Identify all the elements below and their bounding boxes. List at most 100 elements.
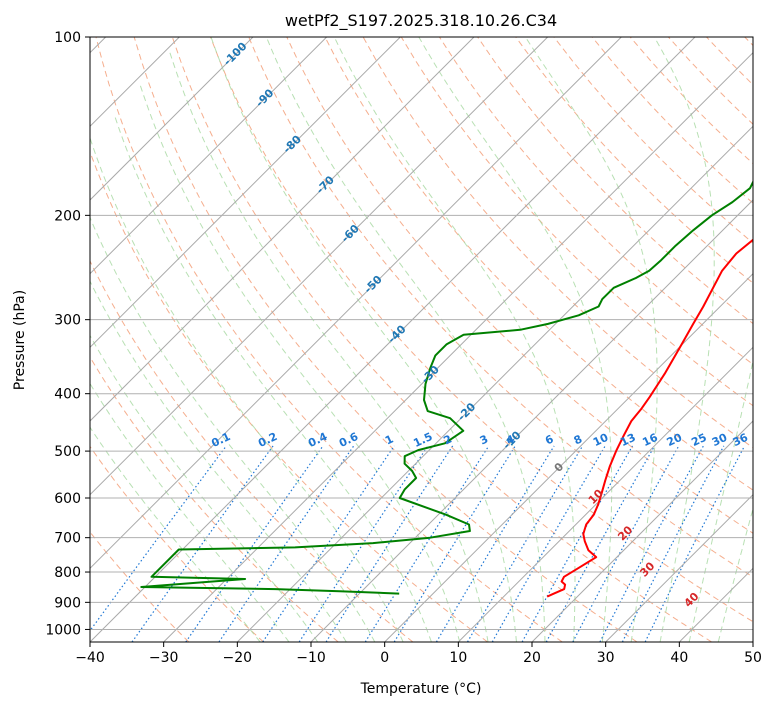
x-tick-label: 40 (670, 650, 688, 666)
dry-adiabat-line (90, 150, 488, 642)
isotherm-line (90, 37, 696, 642)
mixing-ratio-label: 0.1 (209, 430, 232, 450)
mixing-ratio-label: 6 (543, 432, 556, 447)
y-tick-label: 600 (54, 491, 81, 507)
dry-adiabat-line (744, 37, 753, 47)
dry-adiabat-line (133, 37, 638, 642)
dry-adiabat-line (324, 37, 753, 491)
x-tick-label: −10 (296, 650, 326, 666)
moist-adiabat-line (90, 334, 319, 642)
y-tick-label: 500 (54, 444, 81, 460)
y-axis-label: Pressure (hPa) (12, 290, 28, 390)
dry-adiabat-line (515, 37, 753, 284)
isotherm-line (310, 199, 753, 642)
y-tick-label: 800 (54, 565, 81, 581)
isotherm-line (90, 37, 401, 349)
mixing-ratio-label: 13 (618, 431, 637, 449)
mixing-ratio-line (364, 445, 490, 642)
chart-title: wetPf2_S197.2025.318.10.26.C34 (285, 11, 557, 31)
isotherm-line (90, 37, 328, 275)
x-tick-label: −40 (75, 650, 105, 666)
y-tick-label: 300 (54, 313, 81, 329)
moist-adiabat-line (210, 37, 517, 642)
y-tick-label: 200 (54, 208, 81, 224)
dewpoint-line (140, 179, 753, 595)
x-tick-label: −20 (223, 650, 253, 666)
dry-adiabat-line (210, 37, 753, 623)
mixing-ratio-line (325, 445, 454, 642)
dry-adiabat-line (248, 37, 753, 578)
moist-adiabat-line (717, 507, 753, 642)
mixing-ratio-line (521, 445, 634, 642)
x-tick-label: 0 (380, 650, 389, 666)
x-tick-label: 50 (744, 650, 762, 666)
mixing-ratio-line (393, 445, 516, 642)
moist-adiabat-line (418, 37, 613, 642)
mixing-ratio-label: 3 (478, 432, 490, 447)
moist-adiabat-line (168, 49, 489, 642)
mixing-ratio-line (599, 445, 704, 642)
mixing-ratio-line (90, 445, 227, 632)
isotherm-line (752, 641, 753, 642)
moist-adiabat-line (524, 37, 658, 642)
isotherm-line (531, 420, 753, 642)
y-tick-label: 900 (54, 595, 81, 611)
dry-adiabat-line (95, 37, 563, 642)
mixing-ratio-label: 36 (731, 431, 751, 449)
mixing-ratio-line (262, 445, 395, 642)
dry-adiabat-line (706, 37, 753, 86)
mixing-ratio-label: 20 (665, 431, 685, 449)
isotherms (90, 37, 753, 642)
mixing-ratio-label: 1 (383, 432, 395, 447)
mixing-ratio-label: 2 (442, 432, 454, 447)
mixing-ratio-label: 10 (591, 431, 611, 449)
mixing-ratio-label: 0.6 (337, 430, 360, 450)
isotherm-line (90, 37, 622, 570)
dry-adiabat-line (90, 356, 339, 642)
isotherm-line (90, 37, 549, 496)
mixing-ratio-label: 8 (572, 432, 584, 447)
moist-adiabat-line (265, 37, 546, 642)
isotherm-line (90, 37, 254, 201)
dry-adiabat-line (477, 37, 753, 325)
temperature-line (546, 238, 753, 598)
mixing-ratio-line (466, 445, 584, 642)
mixing-ratio-line (545, 445, 656, 642)
profile-series (140, 179, 753, 598)
mixing-ratio-line (621, 445, 725, 642)
mixing-ratio-line (644, 445, 746, 642)
isotherm-line (678, 567, 753, 642)
moist-adiabat-label: 20 (615, 523, 635, 543)
mixing-ratio-line (435, 445, 555, 642)
mixing-ratio-label: 25 (689, 431, 708, 449)
plot-area: -100-90-80-70-60-50-40-30-20-100.1 0.2 0.4… (90, 37, 753, 642)
moist-adiabat-line (139, 83, 461, 642)
x-tick-label: 10 (449, 650, 467, 666)
mixing-ratio-line (218, 445, 355, 642)
moist-adiabat-line (90, 216, 376, 642)
mixing-ratio-line (298, 445, 429, 642)
moist-adiabat-label: 40 (682, 590, 702, 610)
moist-adiabat-line (90, 136, 404, 642)
dry-adiabat-line (90, 445, 264, 642)
x-tick-label: 30 (597, 650, 615, 666)
moist-adiabat-line (688, 358, 753, 642)
y-tick-label: 700 (54, 531, 81, 547)
isotherm-line (384, 272, 753, 642)
pressure-gridlines (90, 37, 753, 630)
isotherm-line (605, 493, 753, 642)
moist-adiabat-line (90, 382, 290, 642)
dry-adiabat-line (90, 259, 414, 642)
isotherm-line (457, 346, 753, 642)
y-axis: 100 200 300 400 500 600 700 800 900 1000 (45, 30, 90, 638)
dry-adiabat-line (171, 37, 712, 642)
y-tick-label: 100 (54, 30, 81, 46)
dry-adiabat-line (90, 531, 190, 642)
y-tick-label: 1000 (45, 622, 81, 638)
isotherm-line (163, 51, 753, 642)
plot-frame (89, 36, 754, 643)
mixing-ratio-label: 0.4 (306, 430, 329, 450)
mixing-ratio-label: 0.2 (256, 430, 279, 450)
moist-adiabat-line (653, 37, 715, 642)
